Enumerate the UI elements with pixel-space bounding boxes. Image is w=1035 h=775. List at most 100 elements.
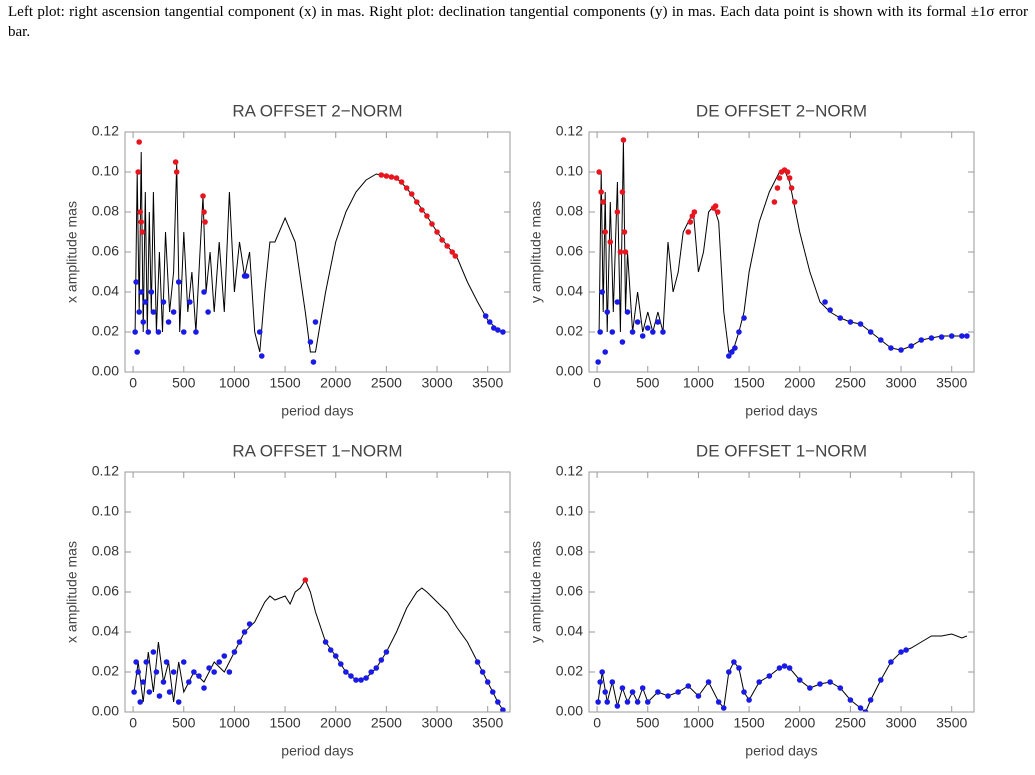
data-point <box>619 339 626 345</box>
data-point <box>327 647 334 653</box>
y-axis-label: y amplitude mas <box>528 201 544 303</box>
data-point <box>173 169 180 175</box>
x-tick-label: 2000 <box>320 715 351 731</box>
data-point <box>867 697 874 703</box>
data-point <box>148 289 155 295</box>
data-point <box>888 659 894 665</box>
data-point <box>383 649 390 655</box>
data-point <box>918 337 925 343</box>
data-point <box>597 679 603 685</box>
data-point <box>363 675 369 681</box>
data-point <box>726 353 732 359</box>
chart-title: RA OFFSET 1−NORM <box>232 441 402 460</box>
data-point <box>715 699 722 705</box>
data-point <box>170 309 177 315</box>
chart-title: DE OFFSET 2−NORM <box>696 101 867 120</box>
data-point <box>201 289 207 295</box>
data-point <box>959 333 965 339</box>
x-tick-label: 2000 <box>784 715 815 731</box>
x-tick-label: 3000 <box>885 375 916 391</box>
data-line <box>597 633 968 712</box>
data-point <box>687 219 694 225</box>
chart: RA OFFSET 2−NORM period days x amplitude m… <box>64 101 511 419</box>
data-point <box>791 199 798 205</box>
data-point <box>807 685 813 691</box>
data-point <box>938 334 945 340</box>
data-point <box>622 249 629 255</box>
data-point <box>619 189 626 195</box>
y-tick-label: 0.12 <box>92 463 119 479</box>
x-tick-label: 3000 <box>421 375 452 391</box>
data-point <box>948 333 955 339</box>
data-point <box>776 175 783 181</box>
data-point <box>675 689 681 695</box>
y-tick-label: 0.04 <box>92 623 119 639</box>
data-point <box>639 685 646 691</box>
data-point <box>241 629 248 635</box>
data-point <box>343 669 349 675</box>
y-tick-label: 0.04 <box>556 623 583 639</box>
data-point <box>624 699 631 705</box>
data-point <box>847 319 854 325</box>
data-point <box>153 669 160 675</box>
chart-title: RA OFFSET 2−NORM <box>232 101 402 120</box>
data-point <box>137 699 143 705</box>
data-point <box>353 677 359 683</box>
data-point <box>822 299 828 305</box>
data-point <box>338 661 344 667</box>
data-point <box>644 325 651 331</box>
data-point <box>595 699 601 705</box>
data-point <box>135 169 141 175</box>
data-point <box>378 657 385 663</box>
plot-area <box>132 139 506 365</box>
data-point <box>604 699 611 705</box>
y-tick-label: 0.10 <box>556 503 583 519</box>
y-tick-label: 0.12 <box>556 123 583 139</box>
y-tick-label: 0.12 <box>556 463 583 479</box>
x-axis-label: period days <box>745 743 817 759</box>
chart: DE OFFSET 1−NORM period days y amplitude m… <box>528 441 975 759</box>
data-point <box>206 665 212 671</box>
data-point <box>629 689 636 695</box>
data-point <box>877 677 884 683</box>
data-point <box>172 159 179 165</box>
data-point <box>452 253 459 259</box>
x-tick-label: 2000 <box>784 375 815 391</box>
y-tick-label: 0.04 <box>92 283 119 299</box>
data-point <box>602 349 609 355</box>
frame <box>588 471 975 713</box>
data-point <box>621 229 628 235</box>
data-point <box>226 669 233 675</box>
data-point <box>216 659 223 665</box>
y-tick-label: 0.08 <box>92 543 119 559</box>
x-axis-label: period days <box>281 403 353 419</box>
data-point <box>484 679 491 685</box>
data-point <box>136 309 142 315</box>
data-point <box>142 299 149 305</box>
data-point <box>358 677 364 683</box>
data-point <box>155 329 162 335</box>
x-tick-label: 500 <box>172 715 196 731</box>
data-point <box>602 689 609 695</box>
data-point <box>928 335 935 341</box>
x-tick-label: 3500 <box>472 375 503 391</box>
y-tick-label: 0.08 <box>556 203 583 219</box>
y-tick-label: 0.00 <box>556 703 583 719</box>
data-point <box>140 679 147 685</box>
data-point <box>857 705 864 711</box>
data-point <box>201 209 207 215</box>
data-point <box>175 279 182 285</box>
data-point <box>434 229 440 235</box>
x-tick-label: 1500 <box>734 375 765 391</box>
x-tick-label: 1000 <box>683 375 714 391</box>
data-point <box>888 345 894 351</box>
data-point <box>609 679 616 685</box>
x-tick-label: 500 <box>636 715 660 731</box>
data-point <box>599 289 605 295</box>
data-point <box>166 689 173 695</box>
data-point <box>756 679 763 685</box>
y-tick-label: 0.06 <box>556 583 583 599</box>
data-point <box>322 639 329 645</box>
data-point <box>650 329 656 335</box>
